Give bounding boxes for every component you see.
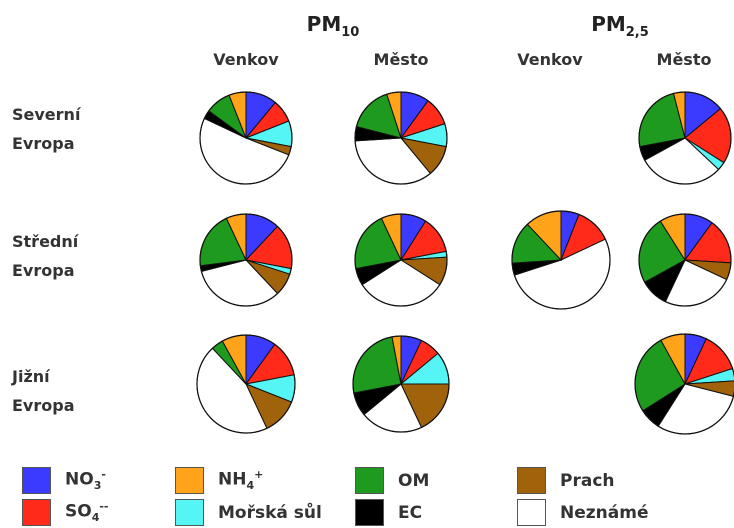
- legend-label-so4: SO4--: [65, 500, 109, 525]
- legend-swatch-so4: [22, 499, 51, 526]
- pie-outline: [354, 213, 448, 307]
- pie-jižní-evropa-pm10-venkov: [196, 334, 296, 434]
- row-label-southern-europe: Jižní Evropa: [12, 362, 75, 420]
- pie-outline: [199, 91, 293, 185]
- row-label-line2: Evropa: [12, 261, 75, 280]
- group-title-pm10-label: PM: [306, 12, 342, 36]
- column-label-pm10-mesto: Město: [373, 50, 429, 69]
- legend-swatch-no3: [22, 467, 51, 494]
- column-label-pm10-venkov: Venkov: [213, 50, 279, 69]
- legend-item-nh4: NH4+: [175, 467, 263, 494]
- legend-swatch-om: [355, 467, 384, 494]
- legend-label-dust: Prach: [560, 470, 615, 491]
- pie-jižní-evropa-pm25-město: [634, 333, 734, 435]
- legend-item-no3: NO3-: [22, 467, 106, 494]
- legend-item-ec: EC: [355, 499, 422, 526]
- column-label-pm25-venkov: Venkov: [517, 50, 583, 69]
- legend-label-om: OM: [398, 470, 430, 491]
- legend-swatch-nh4: [175, 467, 204, 494]
- pie-outline: [199, 213, 293, 307]
- pie-outline: [354, 91, 448, 185]
- pie-severní-evropa-pm10-venkov: [199, 91, 293, 185]
- pie-outline: [638, 91, 732, 185]
- row-label-line1: Severní: [12, 105, 81, 124]
- pie-outline: [634, 333, 734, 435]
- legend-label-sea-salt: Mořská sůl: [218, 502, 322, 523]
- legend-item-unknown: Neznámé: [517, 499, 648, 526]
- legend-swatch-unknown: [517, 499, 546, 526]
- row-label-line1: Střední: [12, 232, 79, 251]
- legend-swatch-sea-salt: [175, 499, 204, 526]
- pie-severní-evropa-pm10-město: [354, 91, 448, 185]
- pie-chart-grid: [196, 91, 734, 435]
- legend-label-ec: EC: [398, 502, 423, 523]
- legend-swatch-ec: [355, 499, 384, 526]
- group-title-pm25-subscript: 2,5: [625, 25, 649, 40]
- row-label-line2: Evropa: [12, 134, 75, 153]
- pie-střední-evropa-pm25-venkov: [511, 210, 611, 310]
- column-label-pm25-mesto: Město: [656, 50, 712, 69]
- group-title-pm25-label: PM: [591, 12, 626, 36]
- group-title-pm10-subscript: 10: [341, 25, 360, 40]
- pie-severní-evropa-pm25-město: [638, 91, 732, 185]
- legend-item-om: OM: [355, 467, 429, 494]
- pie-outline: [196, 334, 296, 434]
- row-label-line1: Jižní: [12, 367, 50, 386]
- pie-střední-evropa-pm10-venkov: [199, 213, 293, 307]
- group-title-pm10: PM10: [263, 12, 403, 40]
- pie-jižní-evropa-pm10-město: [352, 335, 450, 433]
- legend-label-nh4: NH4+: [218, 468, 264, 493]
- group-title-pm25: PM2,5: [550, 12, 690, 40]
- row-label-northern-europe: Severní Evropa: [12, 100, 80, 158]
- legend-label-unknown: Neznámé: [560, 502, 649, 523]
- pie-outline: [638, 213, 732, 307]
- legend-label-no3: NO3-: [65, 468, 106, 493]
- row-label-line2: Evropa: [12, 396, 75, 415]
- legend-item-sea-salt: Mořská sůl: [175, 499, 322, 526]
- legend-item-so4: SO4--: [22, 499, 109, 526]
- legend-swatch-dust: [517, 467, 546, 494]
- pie-outline: [511, 210, 611, 310]
- legend-item-dust: Prach: [517, 467, 615, 494]
- pie-outline: [352, 335, 450, 433]
- pie-střední-evropa-pm10-město: [354, 213, 448, 307]
- row-label-central-europe: Střední Evropa: [12, 227, 78, 285]
- pie-střední-evropa-pm25-město: [638, 213, 732, 307]
